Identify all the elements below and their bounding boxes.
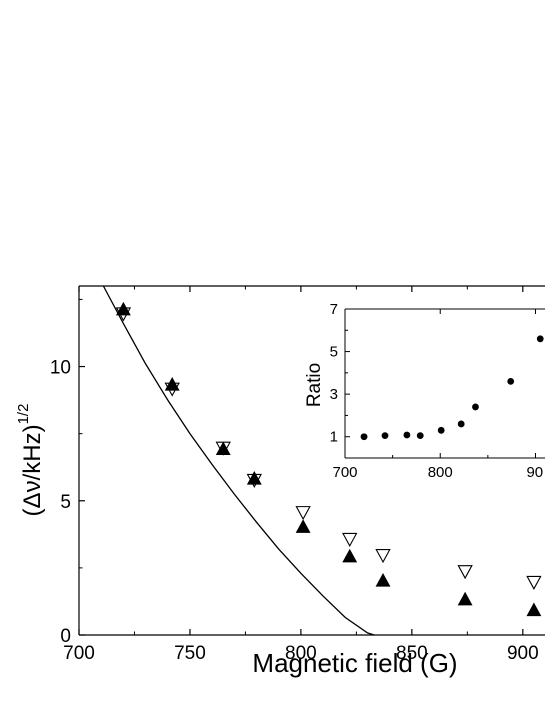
filled-triangle-point: [115, 301, 131, 316]
main-x-tick-label: 900: [507, 643, 539, 664]
inset-ratio-point: [437, 426, 445, 434]
inset-x-tick-label: 90: [526, 464, 543, 481]
main-y-tick-label: 10: [50, 358, 71, 379]
inset-ratio-point: [381, 432, 389, 440]
filled-triangle-point: [164, 376, 180, 391]
inset-x-tick-label: 800: [428, 464, 453, 481]
main-y-tick-label: 0: [60, 626, 71, 647]
inset-y-tick-label: 1: [330, 429, 338, 446]
main-x-tick-label: 700: [63, 643, 95, 664]
main-x-tick-label: 800: [285, 643, 317, 664]
main-axes: [78, 285, 545, 636]
main-fit-curve: [102, 285, 375, 636]
open-triangle-point: [246, 473, 262, 488]
inset-series: [360, 335, 544, 441]
y-axis-label: (Δν/kHz)1/2: [15, 404, 46, 517]
main-y-tick-label: 5: [60, 492, 71, 513]
x-axis-label: Magnetic field (G): [252, 648, 457, 678]
inset-ratio-point: [403, 431, 411, 439]
open-triangle-point: [342, 532, 358, 548]
inset-ratio-point: [472, 403, 479, 411]
open-triangle-point: [295, 506, 311, 521]
inset-ticks: 700 800 90 1 3 5 7: [330, 301, 544, 481]
open-triangle-point: [526, 575, 542, 590]
main-series: [115, 301, 542, 617]
inset-y-tick-label: 3: [330, 386, 338, 403]
inset-ratio-point: [416, 432, 424, 440]
y-axis-label-group: (Δν/kHz)1/2: [15, 404, 46, 517]
filled-triangle-point: [375, 572, 391, 587]
inset-y-axis-label: Ratio: [304, 363, 325, 407]
main-x-tick-label: 750: [174, 643, 206, 664]
open-triangle-point: [115, 307, 132, 322]
open-triangle-point: [375, 549, 391, 564]
filled-triangle-point: [457, 591, 473, 606]
y-axis-label-main: (Δν/kHz): [19, 424, 46, 516]
filled-triangle-point: [526, 602, 542, 617]
filled-triangle-point: [295, 519, 311, 533]
inset-ratio-point: [457, 420, 465, 428]
inset-ratio-point: [360, 433, 368, 441]
inset-axes: [344, 308, 545, 459]
y-axis-label-sup: 1/2: [15, 404, 32, 425]
filled-triangle-point: [342, 548, 358, 563]
inset-y-tick-label: 7: [330, 301, 338, 318]
open-triangle-point: [457, 565, 473, 580]
fit-curve-line: [102, 285, 375, 636]
inset-x-tick-label: 700: [332, 464, 357, 481]
inset-ratio-point: [536, 335, 544, 343]
inset-ratio-point: [507, 377, 515, 385]
main-x-tick-label: 850: [396, 643, 428, 664]
main-ticks: 700 750 800 850 900 0 5 10: [50, 286, 539, 664]
open-triangle-point: [164, 382, 180, 397]
open-triangle-point: [215, 441, 231, 456]
filled-triangle-point: [215, 441, 231, 456]
inset-y-tick-label: 5: [330, 344, 338, 361]
